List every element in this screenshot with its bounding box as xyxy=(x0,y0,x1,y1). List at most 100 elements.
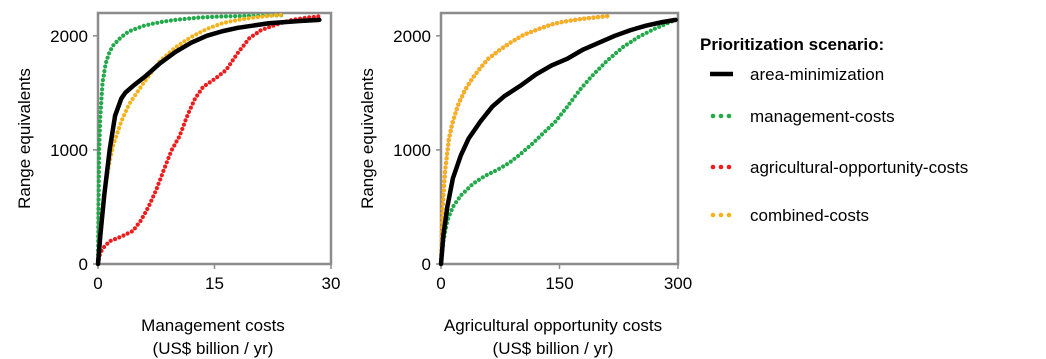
series-point xyxy=(247,36,251,40)
series-point xyxy=(215,75,219,79)
series-point xyxy=(473,180,477,184)
series-point xyxy=(125,31,129,35)
series-point xyxy=(205,15,209,19)
series-point xyxy=(138,86,142,90)
series-point xyxy=(559,112,563,116)
legend-label: combined-costs xyxy=(750,206,869,225)
series-point xyxy=(537,136,541,140)
series-point xyxy=(582,17,586,21)
series-point xyxy=(117,235,121,239)
series-point xyxy=(219,14,223,18)
series-point xyxy=(441,193,445,197)
series-point xyxy=(614,51,618,55)
series-point xyxy=(122,113,126,117)
series-point xyxy=(256,15,260,19)
legend-swatch-dot xyxy=(719,114,724,119)
series-point xyxy=(621,45,625,49)
series-point xyxy=(158,177,162,181)
series-point xyxy=(573,18,577,22)
series-point xyxy=(244,40,248,44)
series-point xyxy=(100,87,104,91)
series-point xyxy=(178,17,182,21)
series-point xyxy=(97,184,101,188)
series-point xyxy=(569,18,573,22)
series-point xyxy=(645,31,649,35)
series-point xyxy=(509,160,513,164)
series-point xyxy=(657,25,661,29)
series-point xyxy=(111,43,115,47)
series-point xyxy=(151,22,155,26)
series-point xyxy=(191,101,195,105)
series-point xyxy=(459,193,463,197)
series-point xyxy=(512,157,516,161)
series-point xyxy=(530,142,534,146)
series-point xyxy=(587,16,591,20)
series-point xyxy=(481,175,485,179)
series-point xyxy=(109,47,113,51)
series-point xyxy=(501,46,505,50)
series-point xyxy=(115,130,119,134)
series-point xyxy=(505,162,509,166)
series-point xyxy=(629,40,633,44)
series-point xyxy=(220,21,224,25)
series-point xyxy=(233,14,237,18)
series-point xyxy=(103,64,107,68)
series-point xyxy=(182,123,186,127)
series-point xyxy=(236,51,240,55)
series-point xyxy=(501,164,505,168)
x-tick-label: 0 xyxy=(436,274,445,293)
series-point xyxy=(597,67,601,71)
series-point xyxy=(594,70,598,74)
series-point xyxy=(107,51,111,55)
series-point xyxy=(99,96,103,100)
series-point xyxy=(255,31,259,35)
series-point xyxy=(194,32,198,36)
legend-title: Prioritization scenario: xyxy=(700,35,884,54)
series-point xyxy=(562,109,566,113)
legend-swatch-dot xyxy=(727,165,732,170)
series-point xyxy=(183,118,187,122)
series-line xyxy=(441,20,676,264)
x-tick-label: 300 xyxy=(664,274,692,293)
series-point xyxy=(446,147,450,151)
series-point xyxy=(540,132,544,136)
series-point xyxy=(138,219,142,223)
series-point xyxy=(493,169,497,173)
series-point xyxy=(133,93,137,97)
series-point xyxy=(172,143,176,147)
series-point xyxy=(265,14,269,18)
series-point xyxy=(121,34,125,38)
series-point xyxy=(224,20,228,24)
y-axis-label: Range equivalents xyxy=(15,68,34,209)
series-point xyxy=(445,156,449,160)
series-point xyxy=(251,34,255,38)
series-point xyxy=(104,60,108,64)
series-point xyxy=(551,22,555,26)
series-point xyxy=(573,94,577,98)
series-area-minimization xyxy=(441,20,676,264)
series-point xyxy=(653,27,657,31)
series-point xyxy=(98,133,102,137)
series-point xyxy=(451,120,455,124)
series-point xyxy=(97,147,101,151)
series-point xyxy=(565,105,569,109)
legend: Prioritization scenario: area-minimizati… xyxy=(700,35,968,225)
series-point xyxy=(633,37,637,41)
series-point xyxy=(215,23,219,27)
series-point xyxy=(578,17,582,21)
y-tick-label: 0 xyxy=(422,255,431,274)
series-point xyxy=(649,29,653,33)
series-point xyxy=(247,16,251,20)
series-point xyxy=(224,14,228,18)
series-point xyxy=(520,33,524,37)
series-point xyxy=(211,78,215,82)
series-area-minimization xyxy=(98,20,319,264)
series-point xyxy=(269,14,273,18)
series-point xyxy=(486,57,490,61)
legend-label: management-costs xyxy=(750,107,895,126)
series-point xyxy=(151,194,155,198)
series-point xyxy=(145,207,149,211)
series-point xyxy=(161,169,165,173)
series-point xyxy=(251,16,255,20)
